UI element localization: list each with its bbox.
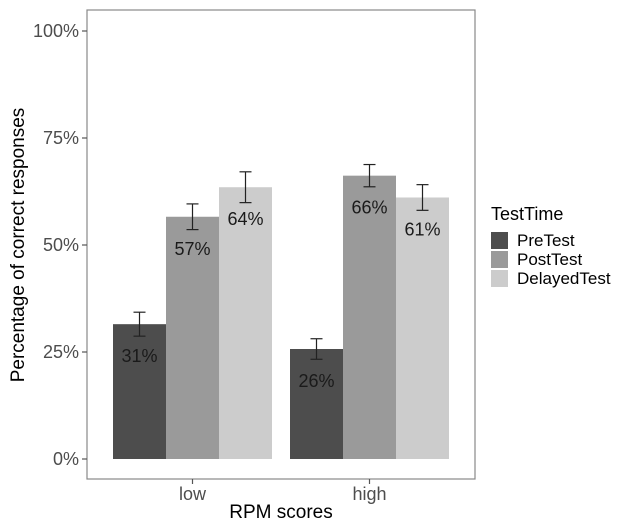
- legend-key-delayedtest: [491, 270, 508, 287]
- y-tick-label: 0%: [53, 449, 79, 469]
- data-label: 31%: [121, 346, 157, 366]
- y-axis-title: Percentage of correct responses: [8, 108, 29, 383]
- y-tick-label: 25%: [43, 342, 79, 362]
- bar-series: [113, 175, 449, 459]
- x-tick-label: low: [179, 484, 207, 504]
- y-axis: 0% 25% 50% 75% 100%: [33, 21, 87, 469]
- legend-key-posttest: [491, 251, 508, 268]
- error-bars: [133, 163, 429, 360]
- data-label: 64%: [227, 209, 263, 229]
- bar-pretest-high: [290, 349, 343, 459]
- x-axis: low high: [179, 479, 387, 504]
- x-axis-title: RPM scores: [229, 502, 332, 521]
- data-label: 57%: [174, 239, 210, 259]
- legend-key-pretest: [491, 232, 508, 249]
- data-label: 66%: [351, 198, 387, 218]
- bar-posttest-low: [166, 216, 219, 459]
- bar-delayedtest-low: [219, 187, 272, 459]
- bar-delayedtest-high: [396, 197, 449, 459]
- legend-label-posttest: PostTest: [517, 250, 582, 269]
- y-tick-label: 100%: [33, 21, 79, 41]
- legend-title: TestTime: [491, 204, 563, 224]
- data-label: 26%: [298, 371, 334, 391]
- bar-pretest-low: [113, 324, 166, 459]
- data-label: 61%: [404, 219, 440, 239]
- y-tick-label: 75%: [43, 128, 79, 148]
- x-tick-label: high: [352, 484, 386, 504]
- y-tick-label: 50%: [43, 235, 79, 255]
- legend-label-delayedtest: DelayedTest: [517, 269, 611, 288]
- legend-label-pretest: PreTest: [517, 231, 575, 250]
- bar-posttest-high: [343, 175, 396, 459]
- data-labels: 31% 57% 64% 26% 66% 61%: [121, 198, 440, 391]
